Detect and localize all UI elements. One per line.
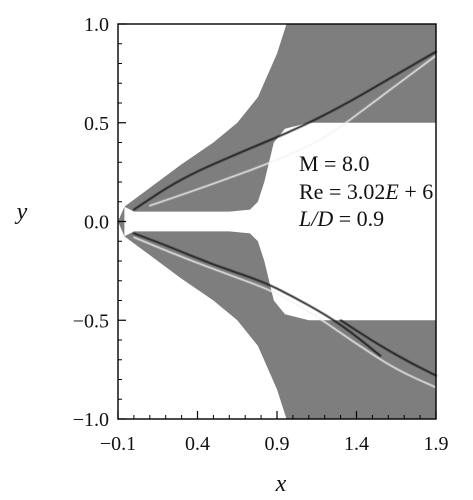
length-diameter-label: L/D = 0.9 [298,206,384,231]
lower-shock-line [133,232,382,357]
mach-number-label: M = 8.0 [299,151,369,176]
x-tick-label: −0.1 [100,433,136,455]
x-axis: −0.1 0.4 0.9 1.4 1.9 [100,411,449,455]
y-axis: −1.0 −0.5 0.0 0.5 1.0 [73,14,126,431]
length-diameter-value: = 0.9 [333,206,384,231]
lower-shock-b-line [339,319,437,377]
reynolds-number-exponent: + 6 [399,179,433,204]
y-tick-label: 0.0 [84,212,109,234]
reynolds-number-exponent-symbol: E [384,179,399,204]
y-tick-label: 0.5 [84,113,109,135]
reynolds-number-label: Re = 3.02E + 6 [299,179,433,204]
flow-features [133,50,437,389]
flow-field [118,24,437,419]
x-tick-label: 1.4 [344,433,369,455]
flow-region-upper [124,24,437,212]
flow-region-lower [124,231,437,419]
x-tick-label: 0.4 [185,433,210,455]
length-diameter-symbol: L/D [298,206,333,231]
x-tick-label: 1.9 [424,433,449,455]
x-axis-label: x [275,471,287,497]
reynolds-number-prefix: Re = 3.02 [299,179,385,204]
y-axis-label: y [15,199,28,225]
flow-conditions-annotation: M = 8.0 Re = 3.02E + 6 L/D = 0.9 [298,151,433,231]
y-tick-label: −0.5 [73,310,109,332]
upper-shear-line [149,54,437,207]
x-tick-label: 0.9 [265,433,290,455]
y-tick-label: −1.0 [73,409,109,431]
lower-shear-line [133,236,437,389]
upper-shock-line [133,50,437,211]
y-tick-label: 1.0 [84,14,109,36]
